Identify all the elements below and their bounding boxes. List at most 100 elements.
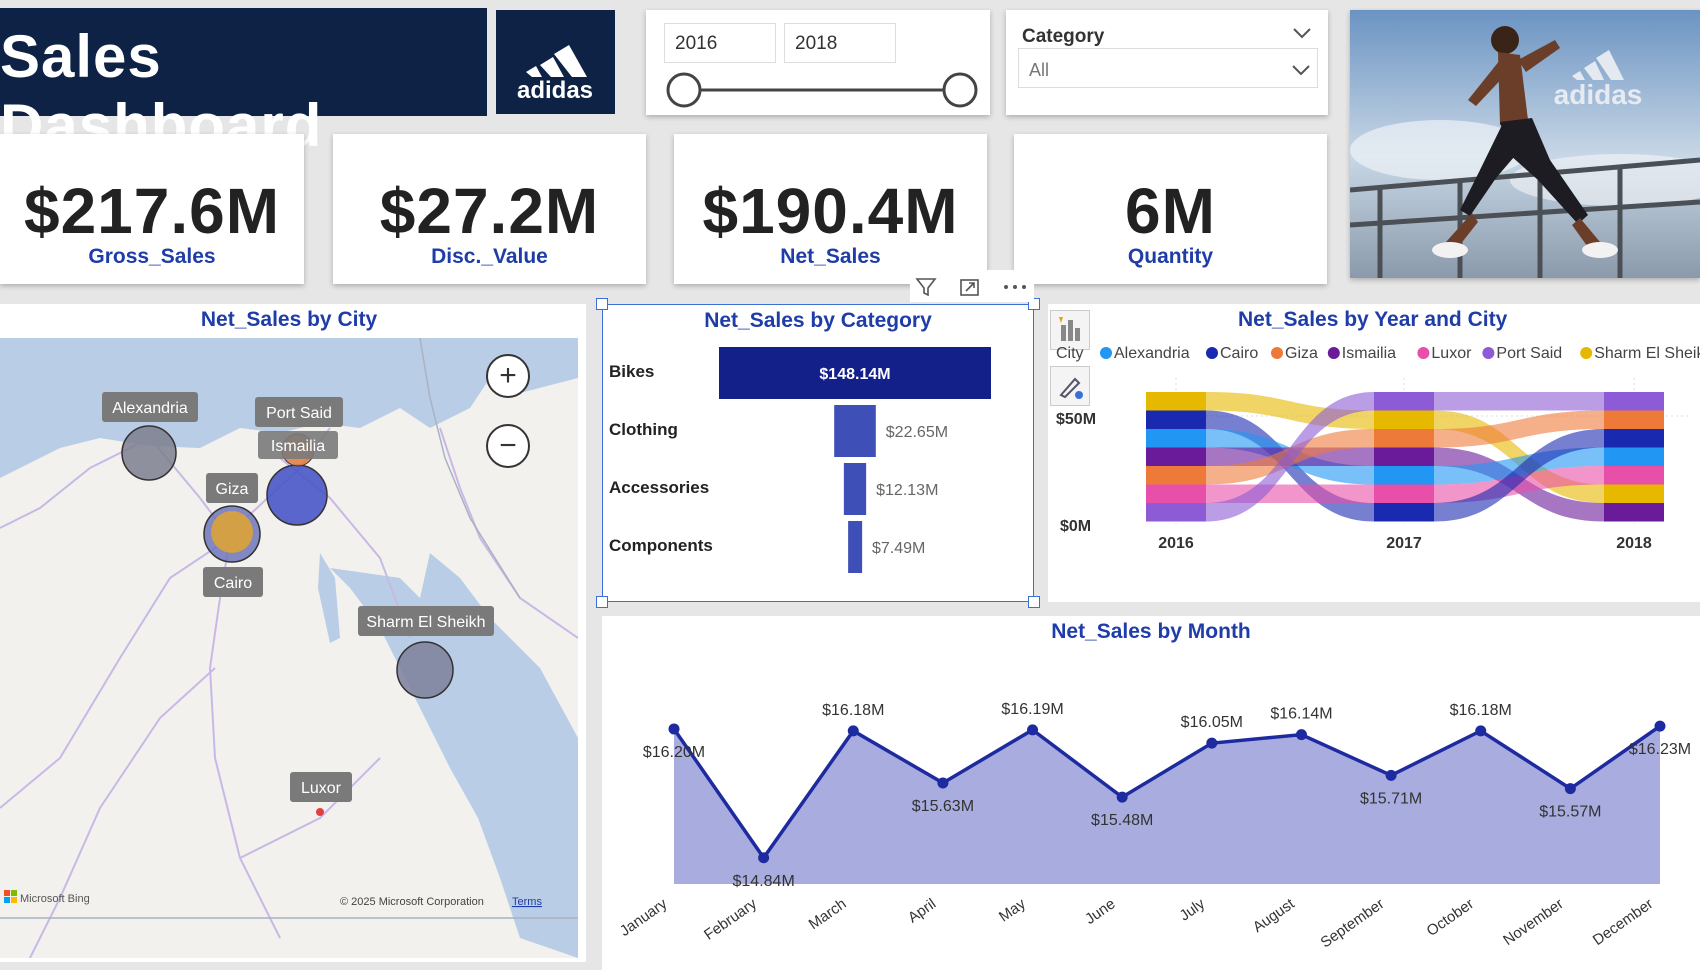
ribbon-segment[interactable]: [1374, 410, 1434, 430]
legend-item[interactable]: Ismailia: [1342, 345, 1396, 362]
year-to-input[interactable]: 2018: [784, 23, 896, 63]
ribbon-segment[interactable]: [1604, 429, 1664, 448]
runner-silhouette: [1432, 26, 1618, 258]
month-point[interactable]: [1027, 724, 1039, 736]
month-data-label: $16.18M: [1450, 702, 1512, 719]
month-point[interactable]: [1295, 729, 1307, 741]
map-copyright: © 2025 Microsoft Corporation: [340, 896, 484, 908]
category-bar[interactable]: [848, 521, 863, 573]
legend-item[interactable]: Alexandria: [1114, 345, 1190, 362]
ribbon-segment[interactable]: [1374, 503, 1434, 522]
ribbon-segment[interactable]: [1146, 484, 1206, 504]
kpi-label: Disc._Value: [431, 245, 548, 268]
ribbon-segment[interactable]: [1374, 466, 1434, 485]
ribbon-segment[interactable]: [1146, 410, 1206, 430]
category-select[interactable]: All: [1018, 48, 1318, 88]
ribbon-segment[interactable]: [1374, 392, 1434, 411]
bubble-ismailia[interactable]: Ismailia: [258, 431, 338, 467]
focus-mode-icon[interactable]: [958, 276, 982, 298]
map-terms-link[interactable]: Terms: [512, 896, 542, 908]
legend-item[interactable]: Sharm El Sheikh: [1594, 345, 1700, 362]
year-from-input[interactable]: 2016: [664, 23, 776, 63]
category-bar[interactable]: [834, 405, 876, 457]
month-point[interactable]: [847, 725, 859, 737]
resize-handle[interactable]: [596, 298, 608, 310]
ribbon-segment[interactable]: [1604, 410, 1664, 430]
map-canvas[interactable]: + − Alexandria Port Said Ismailia Giza: [0, 338, 578, 958]
bubble-luxor[interactable]: Luxor: [290, 772, 352, 816]
year-slider-track[interactable]: [646, 70, 990, 110]
ribbon-segment[interactable]: [1374, 484, 1434, 504]
ribbon-segment[interactable]: [1604, 447, 1664, 467]
legend-item[interactable]: Luxor: [1431, 345, 1472, 362]
month-data-label: $16.18M: [822, 702, 884, 719]
category-chart[interactable]: Net_Sales by Category Bikes $148.14M Cloth…: [602, 304, 1034, 602]
ribbon-segment[interactable]: [1146, 466, 1206, 485]
bubble-port-said[interactable]: Port Said: [255, 397, 343, 427]
ribbon-segment[interactable]: [1374, 429, 1434, 448]
month-point[interactable]: [1116, 791, 1128, 803]
ribbon-flow[interactable]: [1434, 392, 1604, 411]
ribbon-segment[interactable]: [1374, 447, 1434, 467]
ribbon-segment[interactable]: [1146, 447, 1206, 467]
x-tick-label: May: [996, 895, 1029, 925]
adidas-logo-icon: adidas: [517, 45, 593, 104]
y-tick-label: $50M: [1056, 411, 1096, 428]
category-data-label: $12.13M: [876, 482, 938, 499]
legend-item[interactable]: Giza: [1285, 345, 1318, 362]
kpi-gross-sales: $217.6M Gross_Sales: [0, 134, 304, 284]
bubble-sharm-el-sheikh[interactable]: Sharm El Sheikh: [358, 606, 494, 699]
ribbon-segment[interactable]: [1604, 484, 1664, 504]
month-point[interactable]: [1385, 769, 1397, 781]
ribbon-flow[interactable]: [1434, 429, 1604, 522]
dashboard-title-banner: Sales Dashboard: [0, 8, 487, 159]
more-options-icon[interactable]: [1000, 276, 1030, 298]
resize-handle[interactable]: [1028, 596, 1040, 608]
x-tick-label: November: [1500, 895, 1566, 949]
ribbon-flow[interactable]: [1434, 410, 1604, 448]
ribbon-segment[interactable]: [1146, 429, 1206, 448]
month-point[interactable]: [1654, 720, 1666, 732]
x-tick-label: 2017: [1386, 535, 1422, 552]
ribbon-segment[interactable]: [1604, 503, 1664, 522]
month-point[interactable]: [1475, 725, 1487, 737]
x-tick-label: March: [806, 895, 850, 933]
resize-handle[interactable]: [596, 596, 608, 608]
runner-photo: adidas: [1350, 10, 1700, 278]
x-tick-label: July: [1177, 895, 1209, 925]
ribbon-flow[interactable]: [1206, 392, 1374, 522]
bubble-cairo[interactable]: [266, 464, 328, 526]
month-point[interactable]: [937, 777, 949, 789]
category-bar[interactable]: [843, 463, 867, 515]
map-title: Net_Sales by City: [200, 308, 378, 331]
slider-handle-end[interactable]: [942, 72, 978, 108]
slider-handle-start[interactable]: [666, 72, 702, 108]
x-tick-label: October: [1424, 895, 1477, 940]
filter-icon[interactable]: [914, 276, 938, 298]
format-brush-button[interactable]: [1050, 366, 1090, 406]
zoom-out-button[interactable]: −: [486, 424, 530, 468]
bubble-giza[interactable]: Giza Cairo: [203, 473, 263, 597]
kpi-quantity: 6M Quantity: [1014, 134, 1327, 284]
logo-text: adidas: [517, 77, 593, 104]
kpi-value: $190.4M: [702, 175, 959, 247]
x-tick-label: 2018: [1616, 535, 1652, 552]
legend-item[interactable]: Port Said: [1496, 345, 1562, 362]
watermark-logo-icon: [1572, 50, 1624, 80]
month-point[interactable]: [1206, 737, 1218, 749]
ribbon-segment[interactable]: [1146, 503, 1206, 522]
format-visual-button[interactable]: [1050, 310, 1090, 350]
month-line: [672, 724, 1662, 861]
chevron-down-icon[interactable]: [1291, 63, 1311, 77]
category-bar[interactable]: [719, 347, 991, 399]
zoom-in-button[interactable]: +: [486, 354, 530, 398]
legend-item[interactable]: Cairo: [1220, 345, 1258, 362]
month-point[interactable]: [668, 723, 680, 735]
month-point[interactable]: [1564, 783, 1576, 795]
chevron-up-icon[interactable]: [1292, 26, 1312, 40]
month-point[interactable]: [758, 852, 770, 864]
bubble-alexandria[interactable]: Alexandria: [102, 392, 198, 481]
ribbon-segment[interactable]: [1146, 392, 1206, 411]
ribbon-segment[interactable]: [1604, 392, 1664, 411]
ribbon-segment[interactable]: [1604, 466, 1664, 485]
